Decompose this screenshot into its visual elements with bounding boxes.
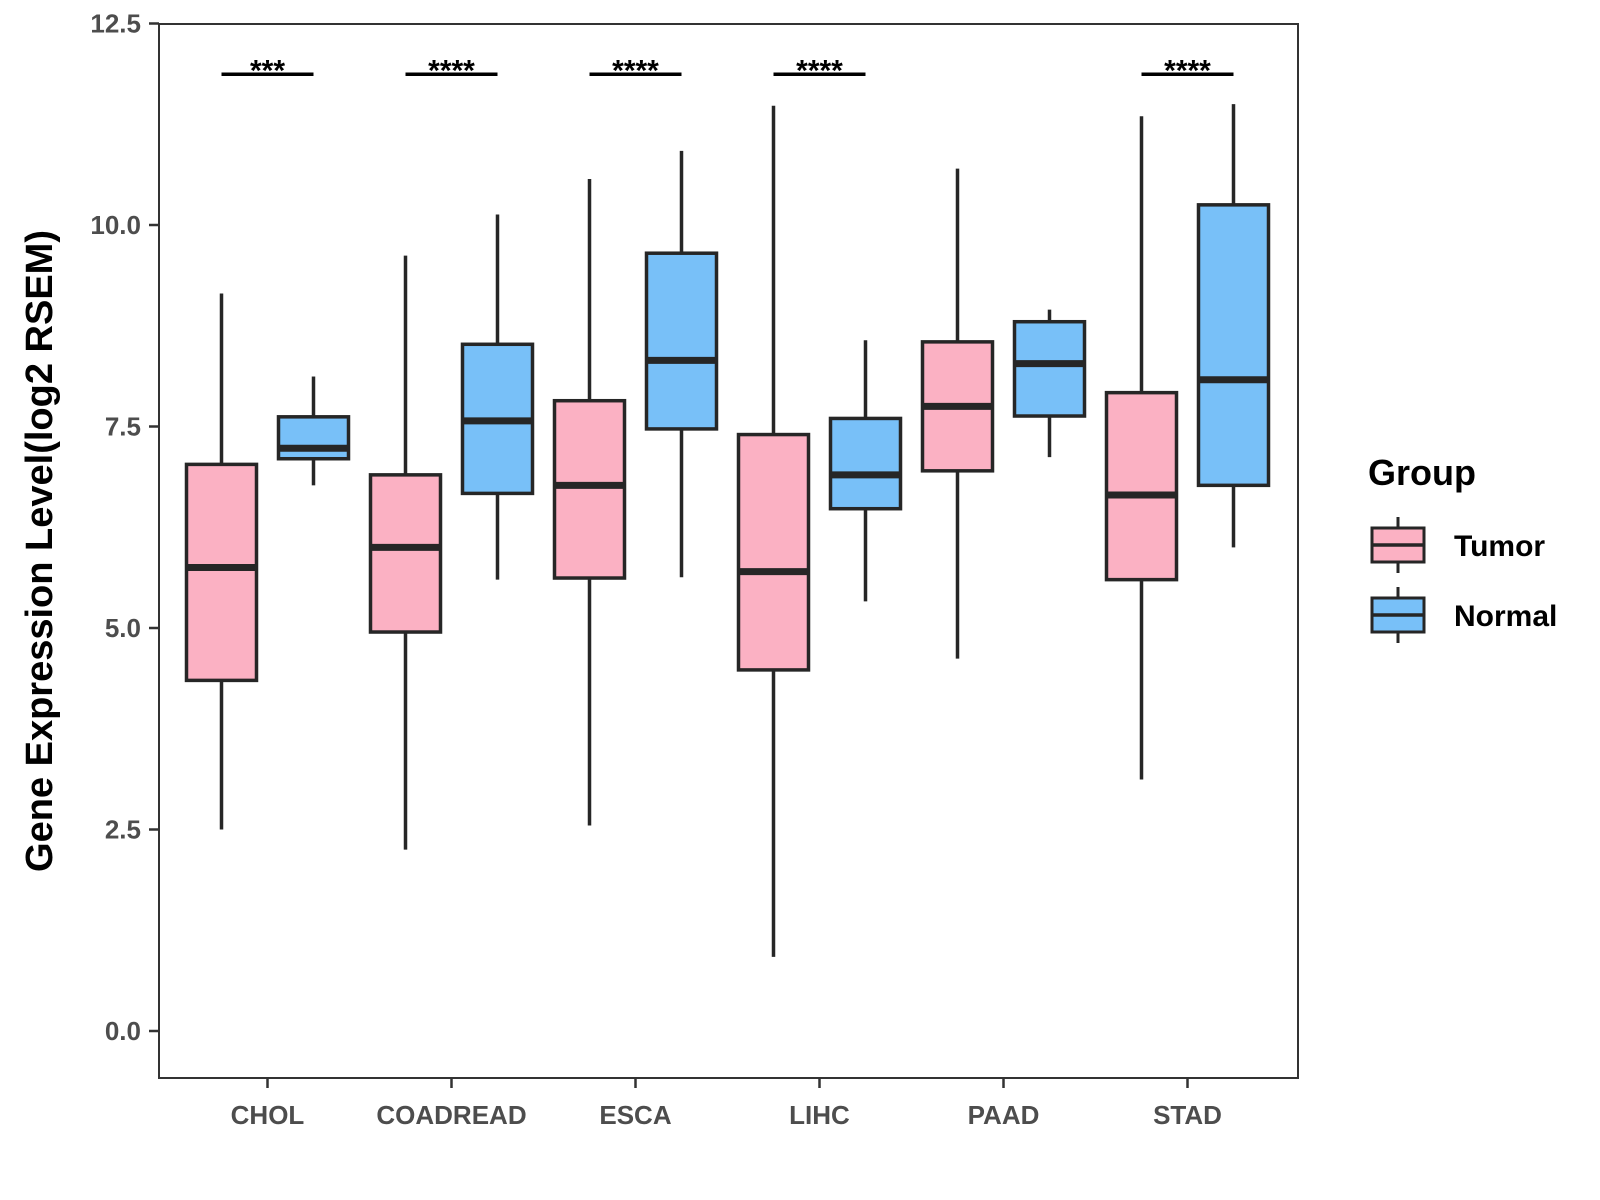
iqr-box	[736, 432, 811, 672]
legend: Group Tumor Normal	[1368, 452, 1557, 643]
series-tumor	[184, 105, 1179, 957]
iqr-box	[828, 416, 903, 511]
x-tick-label: ESCA	[599, 1100, 671, 1130]
iqr-box	[1104, 390, 1179, 582]
iqr-box	[552, 398, 627, 580]
x-axis: CHOL COADREAD ESCA LIHC PAAD STAD	[231, 1078, 1222, 1130]
x-tick-label: COADREAD	[376, 1100, 526, 1130]
y-tick-label: 12.5	[90, 9, 141, 39]
box-stad-normal	[1196, 104, 1271, 548]
iqr-box	[368, 473, 443, 634]
box-chol-tumor	[184, 293, 259, 830]
legend-label-tumor: Tumor	[1454, 530, 1545, 563]
box-chol-normal	[276, 376, 351, 486]
box-paad-tumor	[920, 168, 995, 659]
iqr-box	[644, 251, 719, 431]
legend-key-tumor	[1370, 517, 1426, 573]
panel-border	[158, 23, 1299, 1079]
significance-label: ****	[428, 54, 475, 87]
x-tick-label: STAD	[1153, 1100, 1222, 1130]
y-tick-label: 10.0	[90, 210, 141, 240]
legend-title: Group	[1368, 452, 1476, 493]
y-tick-label: 7.5	[105, 412, 141, 442]
box-esca-tumor	[552, 179, 627, 826]
legend-key-normal	[1370, 587, 1426, 643]
box-esca-normal	[644, 150, 719, 578]
box-lihc-tumor	[736, 105, 811, 957]
iqr-box	[1196, 203, 1271, 488]
y-axis: 0.0 2.5 5.0 7.5 10.0 12.5	[90, 9, 159, 1046]
significance-label: ****	[1164, 54, 1211, 87]
y-tick-label: 0.0	[105, 1016, 141, 1046]
iqr-box	[1012, 319, 1087, 418]
significance-label: ****	[612, 54, 659, 87]
legend-entries: Tumor Normal	[1370, 517, 1557, 643]
x-tick-label: CHOL	[231, 1100, 305, 1130]
x-tick-label: LIHC	[789, 1100, 850, 1130]
box-stad-tumor	[1104, 116, 1179, 780]
y-tick-label: 2.5	[105, 815, 141, 845]
significance-label: ***	[250, 54, 285, 87]
significance-label: ****	[796, 54, 843, 87]
iqr-box	[184, 462, 259, 683]
iqr-box	[276, 415, 351, 461]
series-normal	[276, 104, 1271, 602]
box-lihc-normal	[828, 340, 903, 602]
box-coadread-normal	[460, 214, 535, 580]
box-paad-normal	[1012, 309, 1087, 458]
box-coadread-tumor	[368, 255, 443, 850]
significance-annotations: *** **** **** **** ****	[221, 54, 1234, 87]
plot-marks: *** **** **** **** ****	[184, 54, 1271, 957]
x-tick-label: PAAD	[968, 1100, 1040, 1130]
legend-label-normal: Normal	[1454, 600, 1557, 633]
y-axis-title: Gene Expression Level(log2 RSEM)	[19, 230, 61, 872]
y-tick-label: 5.0	[105, 613, 141, 643]
